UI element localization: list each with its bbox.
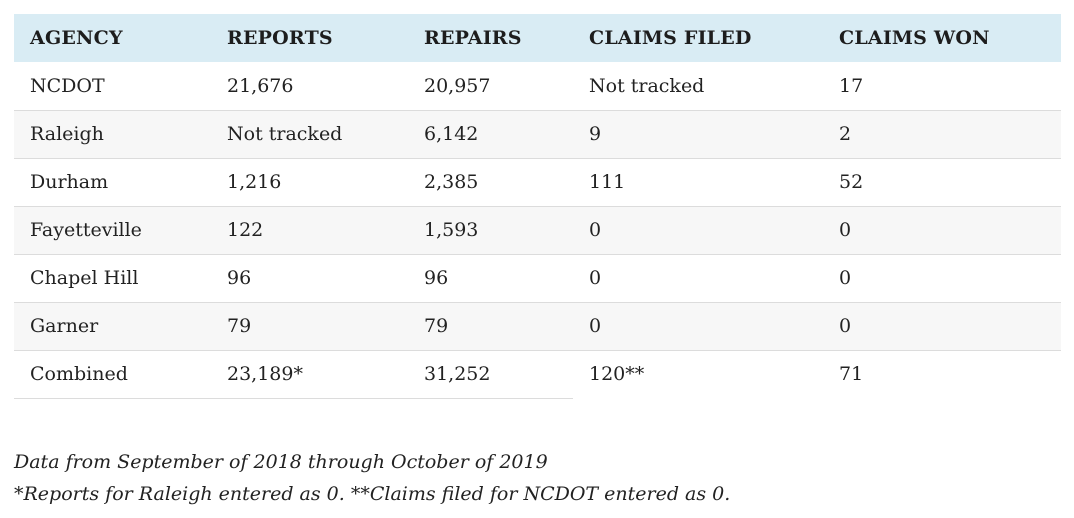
claims-won-cell: 71	[839, 363, 864, 386]
column-header-agency: AGENCY	[30, 27, 123, 49]
column-header-claims-won: CLAIMS WON	[839, 27, 990, 49]
repairs-cell: 6,142	[408, 110, 573, 159]
reports-cell: 122	[211, 206, 408, 255]
data-table-container: AGENCY REPORTS REPAIRS CLAIMS FILED CLAI…	[14, 14, 1061, 399]
table-row: Chapel Hill 96 96 0 0	[14, 254, 1061, 303]
column-header-repairs: REPAIRS	[424, 27, 522, 49]
repairs-cell: 96	[408, 254, 573, 303]
claims-filed-cell: 0	[573, 254, 823, 303]
claims-filed-cell: 0	[573, 206, 823, 255]
repairs-cell: 31,252	[408, 350, 573, 399]
reports-cell: 1,216	[211, 158, 408, 207]
repairs-cell: 1,593	[408, 206, 573, 255]
claims-won-cell: 0	[823, 206, 1061, 255]
combined-total-row: Combined 23,189* 31,252 120** 71	[14, 350, 1061, 399]
repairs-cell: 20,957	[408, 62, 573, 111]
claims-filed-cell: Not tracked	[573, 62, 823, 111]
table-row: NCDOT 21,676 20,957 Not tracked 17	[14, 62, 1061, 111]
agency-cell: Chapel Hill	[14, 254, 211, 303]
agency-cell: Garner	[14, 302, 211, 351]
column-header-claims-filed: CLAIMS FILED	[589, 27, 752, 49]
reports-cell: 79	[211, 302, 408, 351]
claims-won-cell: 52	[823, 158, 1061, 207]
agency-cell: Fayetteville	[14, 206, 211, 255]
data-range-note: Data from September of 2018 through Octo…	[14, 451, 548, 473]
agency-cell: NCDOT	[14, 62, 211, 111]
table-row: Garner 79 79 0 0	[14, 302, 1061, 351]
asterisk-footnote: *Reports for Raleigh entered as 0. **Cla…	[14, 483, 731, 505]
reports-cell: Not tracked	[211, 110, 408, 159]
header-row: AGENCY REPORTS REPAIRS CLAIMS FILED CLAI…	[14, 14, 1061, 62]
agency-claims-table: AGENCY REPORTS REPAIRS CLAIMS FILED CLAI…	[14, 14, 1061, 399]
table-row: Raleigh Not tracked 6,142 9 2	[14, 110, 1061, 159]
agency-cell: Raleigh	[14, 110, 211, 159]
repairs-cell: 79	[408, 302, 573, 351]
claims-filed-cell: 111	[573, 158, 823, 207]
reports-cell: 96	[211, 254, 408, 303]
reports-cell: 23,189*	[211, 350, 408, 399]
claims-won-cell: 0	[823, 302, 1061, 351]
claims-filed-cell: 9	[573, 110, 823, 159]
column-header-reports: REPORTS	[227, 27, 333, 49]
agency-cell: Durham	[14, 158, 211, 207]
table-body: NCDOT 21,676 20,957 Not tracked 17 Ralei…	[14, 62, 1061, 399]
claims-filed-cell: 0	[573, 302, 823, 351]
repairs-cell: 2,385	[408, 158, 573, 207]
table-footnotes: Data from September of 2018 through Octo…	[14, 446, 1054, 510]
claims-won-cell: 0	[823, 254, 1061, 303]
claims-won-cell: 17	[823, 62, 1061, 111]
claims-filed-cell: 120**	[589, 363, 645, 386]
table-row: Fayetteville 122 1,593 0 0	[14, 206, 1061, 255]
agency-cell: Combined	[14, 350, 211, 399]
table-row: Durham 1,216 2,385 111 52	[14, 158, 1061, 207]
claims-won-cell: 2	[823, 110, 1061, 159]
table-header: AGENCY REPORTS REPAIRS CLAIMS FILED CLAI…	[14, 14, 1061, 62]
reports-cell: 21,676	[211, 62, 408, 111]
